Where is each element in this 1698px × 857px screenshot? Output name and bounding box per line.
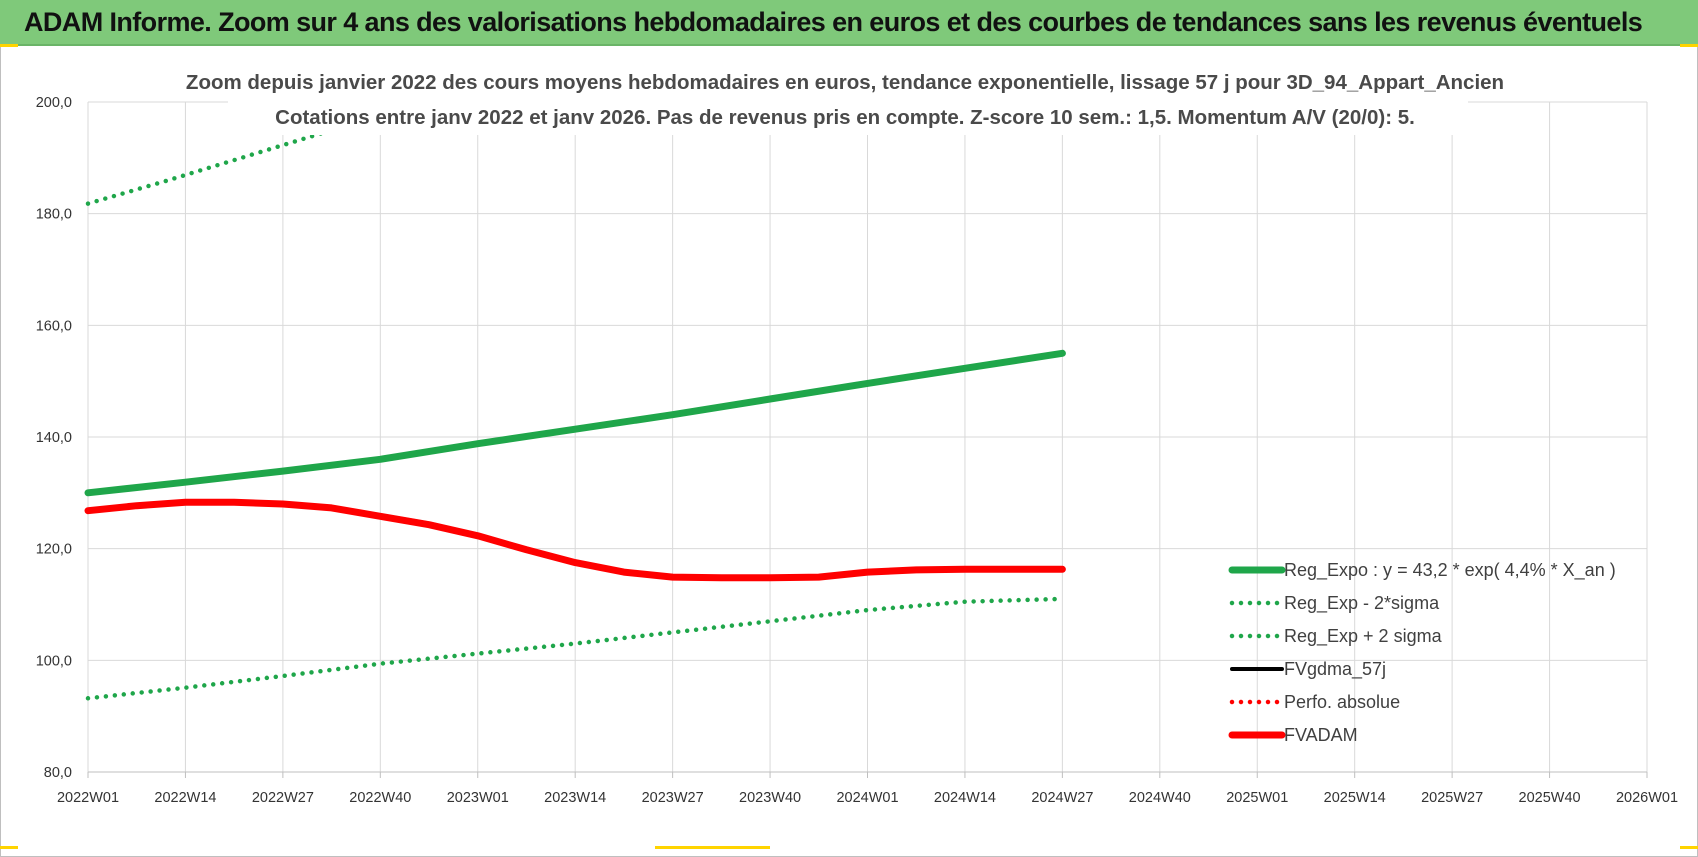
x-tick-label: 2026W01 — [1616, 790, 1678, 806]
header-banner: ADAM Informe. Zoom sur 4 ans des valoris… — [0, 0, 1698, 46]
x-tick-label: 2025W40 — [1519, 790, 1581, 806]
chart-subtitle: Cotations entre janv 2022 et janv 2026. … — [275, 106, 1415, 129]
x-axis-ticks: 2022W01 2022W14 2022W27 2022W40 2023W01 2023W… — [57, 790, 1678, 806]
x-tick-label: 2024W01 — [836, 790, 898, 806]
gridlines — [87, 101, 1648, 778]
x-tick-label: 2023W14 — [544, 790, 606, 806]
x-tick-label: 2023W01 — [447, 790, 509, 806]
y-tick-label: 180,0 — [36, 207, 72, 223]
series-line-0 — [84, 349, 1066, 497]
legend-label: FVADAM — [1284, 725, 1358, 745]
y-tick-label: 80,0 — [44, 765, 72, 781]
x-tick-label: 2022W01 — [57, 790, 119, 806]
x-tick-label: 2023W27 — [642, 790, 704, 806]
x-tick-label: 2025W14 — [1324, 790, 1386, 806]
x-tick-label: 2022W14 — [154, 790, 216, 806]
x-tick-label: 2022W40 — [349, 790, 411, 806]
y-tick-label: 200,0 — [36, 95, 72, 111]
corner-mark-bottom-center — [655, 846, 770, 849]
chart-title: Zoom depuis janvier 2022 des cours moyen… — [186, 71, 1504, 94]
corner-mark-top-left — [0, 44, 18, 47]
x-tick-label: 2025W01 — [1226, 790, 1288, 806]
y-tick-label: 140,0 — [36, 430, 72, 446]
title-background — [228, 65, 1468, 135]
y-tick-label: 160,0 — [36, 318, 72, 334]
chart-legend: Reg_Expo : y = 43,2 * exp( 4,4% * X_an )… — [1228, 560, 1616, 745]
corner-mark-bottom-left — [0, 846, 18, 849]
x-tick-label: 2023W40 — [739, 790, 801, 806]
corner-mark-bottom-right — [1680, 846, 1698, 849]
legend-label: Perfo. absolue — [1284, 692, 1400, 712]
legend-label: Reg_Exp + 2 sigma — [1284, 626, 1443, 647]
x-tick-label: 2024W40 — [1129, 790, 1191, 806]
x-tick-label: 2022W27 — [252, 790, 314, 806]
series-line-1 — [85, 596, 1065, 701]
x-tick-label: 2024W27 — [1031, 790, 1093, 806]
corner-mark-top-right — [1680, 44, 1698, 47]
y-tick-label: 100,0 — [36, 653, 72, 669]
legend-label: Reg_Exp - 2*sigma — [1284, 593, 1440, 614]
y-axis-ticks: 80,0 100,0 120,0 140,0 160,0 180,0 200,0 — [36, 95, 72, 781]
x-tick-label: 2024W14 — [934, 790, 996, 806]
series-line-5 — [84, 498, 1066, 582]
y-tick-label: 120,0 — [36, 542, 72, 558]
x-tick-label: 2025W27 — [1421, 790, 1483, 806]
legend-label: FVgdma_57j — [1284, 659, 1386, 680]
page-title: ADAM Informe. Zoom sur 4 ans des valoris… — [24, 7, 1643, 37]
legend-label: Reg_Expo : y = 43,2 * exp( 4,4% * X_an ) — [1284, 560, 1616, 581]
